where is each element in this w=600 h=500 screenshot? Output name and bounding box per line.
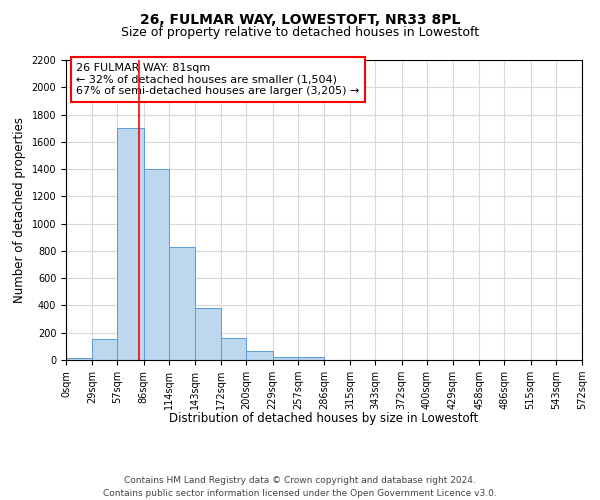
Text: 26 FULMAR WAY: 81sqm
← 32% of detached houses are smaller (1,504)
67% of semi-de: 26 FULMAR WAY: 81sqm ← 32% of detached h… bbox=[76, 63, 359, 96]
Text: Size of property relative to detached houses in Lowestoft: Size of property relative to detached ho… bbox=[121, 26, 479, 39]
Bar bbox=[169, 247, 195, 360]
Y-axis label: Number of detached properties: Number of detached properties bbox=[13, 117, 26, 303]
Bar bbox=[221, 338, 247, 360]
Bar bbox=[143, 169, 169, 360]
Bar bbox=[272, 356, 298, 360]
Text: Contains HM Land Registry data © Crown copyright and database right 2024.
Contai: Contains HM Land Registry data © Crown c… bbox=[103, 476, 497, 498]
Bar bbox=[247, 351, 272, 360]
Text: 26, FULMAR WAY, LOWESTOFT, NR33 8PL: 26, FULMAR WAY, LOWESTOFT, NR33 8PL bbox=[140, 12, 460, 26]
Bar bbox=[118, 128, 143, 360]
X-axis label: Distribution of detached houses by size in Lowestoft: Distribution of detached houses by size … bbox=[169, 412, 479, 425]
Bar bbox=[92, 339, 118, 360]
Bar bbox=[66, 358, 92, 360]
Bar bbox=[195, 308, 221, 360]
Bar bbox=[298, 356, 324, 360]
